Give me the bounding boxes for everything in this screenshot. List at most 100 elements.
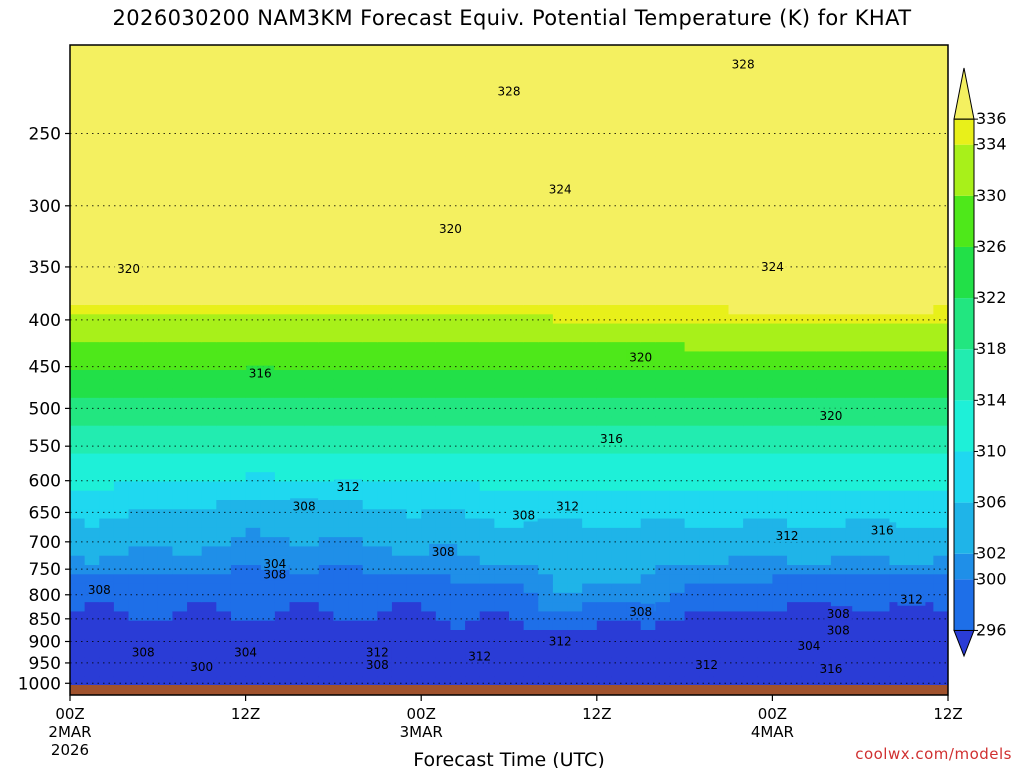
field-cell — [669, 332, 686, 343]
field-cell — [99, 370, 115, 380]
field-cell — [596, 156, 613, 167]
contour-label: 308 — [263, 567, 286, 581]
field-cell — [362, 110, 378, 120]
contour-label: 308 — [132, 645, 155, 659]
field-cell — [552, 258, 569, 269]
field-cell — [523, 481, 539, 492]
field-cell — [582, 258, 598, 269]
field-cell — [465, 323, 481, 334]
field-cell — [728, 305, 744, 315]
field-cell — [216, 630, 232, 640]
field-cell — [538, 323, 554, 334]
field-cell — [509, 230, 525, 241]
field-cell — [260, 472, 276, 483]
field-cell — [772, 630, 788, 640]
field-cell — [333, 351, 349, 362]
field-cell — [552, 342, 569, 353]
field-cell — [933, 137, 948, 148]
field-cell — [201, 527, 217, 538]
field-cell — [245, 639, 261, 650]
field-cell — [611, 221, 627, 232]
field-cell — [567, 592, 583, 603]
y-tick-label: 250 — [29, 124, 61, 144]
field-cell — [860, 45, 876, 55]
field-cell — [435, 416, 452, 427]
field-cell — [772, 555, 788, 566]
field-cell — [830, 332, 847, 343]
field-cell — [596, 425, 613, 436]
field-cell — [845, 63, 861, 74]
field-cell — [348, 323, 364, 334]
field-cell — [274, 323, 291, 334]
field-cell — [260, 221, 276, 232]
field-cell — [113, 379, 130, 390]
field-cell — [157, 137, 174, 148]
field-cell — [816, 351, 832, 362]
field-cell — [830, 314, 847, 325]
field-cell — [201, 128, 217, 139]
field-cell — [113, 128, 130, 139]
field-cell — [743, 583, 759, 594]
field-cell — [889, 110, 905, 120]
credit-link[interactable]: coolwx.com/models — [855, 745, 1012, 763]
field-cell — [391, 472, 408, 483]
field-cell — [84, 425, 100, 436]
field-cell — [260, 277, 276, 288]
field-cell — [304, 230, 320, 241]
field-cell — [230, 462, 247, 473]
field-cell — [406, 425, 422, 436]
field-cell — [596, 574, 613, 585]
field-cell — [187, 212, 203, 223]
field-cell — [772, 156, 788, 167]
y-tick-label: 550 — [29, 437, 61, 457]
field-cell — [582, 175, 598, 185]
field-cell — [669, 221, 686, 232]
field-cell — [245, 667, 261, 678]
field-cell — [450, 546, 466, 557]
field-cell — [479, 165, 495, 176]
field-cell — [289, 240, 305, 250]
field-cell — [157, 444, 174, 455]
field-cell — [757, 630, 773, 640]
field-cell — [450, 128, 466, 139]
field-cell — [450, 323, 466, 334]
field-cell — [669, 156, 686, 167]
field-cell — [889, 676, 905, 687]
field-cell — [655, 379, 671, 390]
field-cell — [699, 202, 715, 213]
field-cell — [99, 592, 115, 603]
field-cell — [377, 481, 393, 492]
field-cell — [669, 45, 686, 55]
field-cell — [260, 295, 276, 306]
field-cell — [172, 332, 188, 343]
field-cell — [465, 453, 481, 464]
field-cell — [611, 676, 627, 687]
field-cell — [757, 555, 773, 566]
field-cell — [274, 295, 291, 306]
field-cell — [157, 490, 174, 501]
field-cell — [874, 360, 891, 371]
field-cell — [611, 583, 627, 594]
field-cell — [904, 676, 920, 687]
field-cell — [99, 267, 115, 278]
field-cell — [816, 137, 832, 148]
field-cell — [245, 676, 261, 687]
field-cell — [304, 295, 320, 306]
field-cell — [172, 565, 188, 575]
field-cell — [655, 267, 671, 278]
field-cell — [933, 147, 948, 158]
field-cell — [479, 295, 495, 306]
field-cell — [450, 490, 466, 501]
field-cell — [406, 295, 422, 306]
field-cell — [816, 45, 832, 55]
field-cell — [523, 100, 539, 111]
field-cell — [348, 407, 364, 418]
field-cell — [304, 342, 320, 353]
field-cell — [260, 202, 276, 213]
field-cell — [538, 379, 554, 390]
field-cell — [348, 490, 364, 501]
field-cell — [479, 379, 495, 390]
field-cell — [860, 462, 876, 473]
field-cell — [245, 72, 261, 83]
field-cell — [70, 444, 86, 455]
